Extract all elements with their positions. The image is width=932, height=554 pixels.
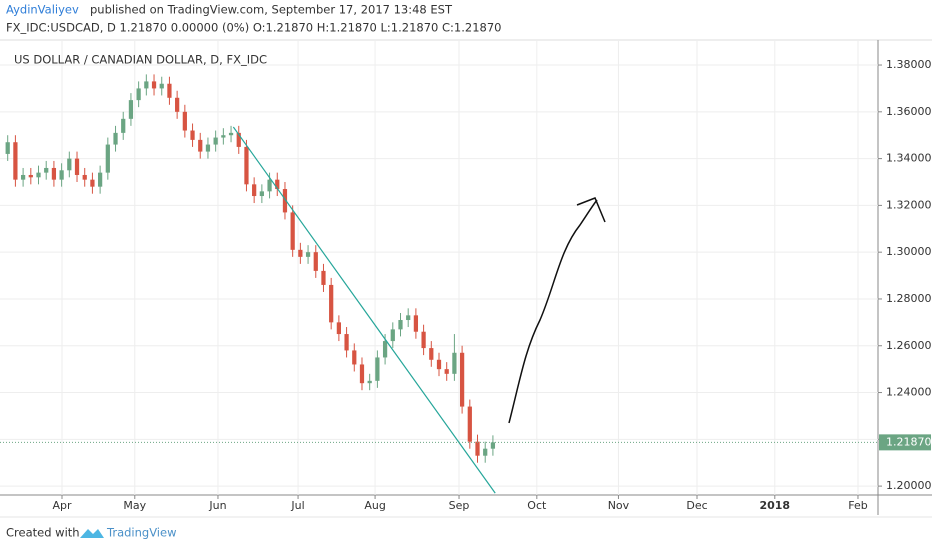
x-tick-label: 2018 bbox=[759, 499, 790, 512]
candle-body bbox=[275, 179, 280, 190]
arrow-head bbox=[576, 197, 606, 223]
hand-drawn-arrow bbox=[508, 199, 598, 424]
last-price-label: 1.21870 bbox=[886, 435, 932, 448]
candle-body bbox=[74, 158, 80, 175]
candle-body bbox=[421, 331, 426, 349]
candle-body bbox=[205, 144, 211, 152]
candle-body bbox=[90, 179, 95, 187]
logo bbox=[80, 529, 104, 538]
candle-body bbox=[352, 350, 357, 365]
candle-body bbox=[367, 380, 372, 384]
candle-body bbox=[36, 172, 41, 178]
candle-body bbox=[429, 348, 434, 360]
candle-body bbox=[175, 97, 180, 112]
candle-body bbox=[321, 270, 326, 285]
candle-body bbox=[236, 132, 241, 147]
candle-body bbox=[105, 144, 110, 173]
candle-body bbox=[490, 442, 496, 449]
x-tick-label: Jun bbox=[208, 499, 226, 512]
x-tick-label: Oct bbox=[527, 499, 547, 512]
candle-body bbox=[28, 174, 33, 178]
x-tick-label: Nov bbox=[608, 499, 630, 512]
candle-body bbox=[144, 81, 149, 89]
candle-body bbox=[5, 142, 10, 154]
grid: 1.200001.220001.240001.260001.280001.300… bbox=[0, 40, 932, 512]
y-tick-label: 1.28000 bbox=[886, 292, 932, 305]
candle-body bbox=[436, 359, 442, 370]
candle-body bbox=[444, 369, 449, 374]
candle-body bbox=[13, 142, 18, 180]
candle-body bbox=[398, 320, 403, 330]
x-tick-label: Apr bbox=[52, 499, 72, 512]
candle-body bbox=[167, 83, 172, 98]
x-tick-label: Dec bbox=[686, 499, 707, 512]
candle-body bbox=[98, 172, 103, 187]
candle-body bbox=[452, 352, 457, 374]
y-tick-label: 1.36000 bbox=[886, 105, 932, 118]
candle-body bbox=[128, 100, 134, 119]
candle-body bbox=[459, 352, 465, 407]
candle-body bbox=[267, 179, 272, 192]
chart-title: US DOLLAR / CANADIAN DOLLAR, D, FX_IDC bbox=[14, 53, 267, 67]
x-tick-label: Aug bbox=[364, 499, 385, 512]
symbol-line: FX_IDC:USDCAD, D 1.21870 0.00000 (0%) O:… bbox=[6, 21, 501, 35]
x-tick-label: May bbox=[123, 499, 146, 512]
candle-body bbox=[329, 284, 334, 323]
candle-body bbox=[190, 130, 195, 140]
candle-body bbox=[467, 406, 472, 442]
candle-body bbox=[375, 357, 380, 381]
candle-body bbox=[483, 448, 488, 456]
candle-body bbox=[390, 329, 395, 342]
candle-body bbox=[213, 137, 218, 145]
candle-body bbox=[113, 132, 118, 145]
candle-body bbox=[151, 81, 157, 89]
candle-body bbox=[121, 118, 126, 133]
candle-body bbox=[228, 132, 234, 136]
candle-body bbox=[182, 111, 187, 131]
candle-body bbox=[344, 334, 349, 351]
candle-body bbox=[282, 189, 288, 213]
author[interactable]: AydinValiyev bbox=[6, 3, 79, 17]
y-tick-label: 1.38000 bbox=[886, 58, 932, 71]
y-tick-label: 1.20000 bbox=[886, 479, 932, 492]
candle-body bbox=[67, 158, 72, 171]
candle-body bbox=[259, 191, 264, 197]
candle-body bbox=[221, 135, 226, 138]
candle-body bbox=[159, 83, 164, 89]
candle-body bbox=[51, 167, 57, 180]
footer-created: Created with bbox=[6, 526, 80, 540]
candle-body bbox=[290, 212, 295, 250]
candle-body bbox=[244, 146, 249, 185]
candle-body bbox=[82, 174, 87, 180]
x-tick-label: Jul bbox=[290, 499, 304, 512]
candle-body bbox=[20, 174, 26, 180]
candle-body bbox=[313, 252, 318, 271]
y-tick-label: 1.26000 bbox=[886, 339, 932, 352]
candle-body bbox=[198, 139, 203, 152]
y-tick-label: 1.24000 bbox=[886, 386, 932, 399]
candle-body bbox=[44, 167, 49, 173]
marks: 1.21870 bbox=[0, 74, 932, 494]
candle-body bbox=[298, 249, 303, 257]
x-tick-label: Sep bbox=[449, 499, 470, 512]
y-tick-label: 1.30000 bbox=[886, 245, 932, 258]
candle-body bbox=[382, 341, 388, 358]
candle-body bbox=[136, 88, 141, 101]
published: published on TradingView.com, September … bbox=[90, 3, 453, 17]
candle-body bbox=[413, 315, 419, 332]
candle-body bbox=[359, 364, 365, 384]
candle-body bbox=[336, 322, 341, 335]
x-tick-label: Feb bbox=[848, 499, 867, 512]
footer-brand[interactable]: TradingView bbox=[106, 526, 176, 540]
y-tick-label: 1.34000 bbox=[886, 152, 932, 165]
candle-body bbox=[305, 252, 311, 257]
candle-body bbox=[475, 441, 480, 456]
y-tick-label: 1.32000 bbox=[886, 198, 932, 211]
candle-body bbox=[59, 170, 64, 180]
last-price-box bbox=[879, 434, 931, 451]
candle-body bbox=[252, 184, 257, 197]
candle-body bbox=[406, 315, 411, 321]
trendline bbox=[232, 126, 496, 494]
